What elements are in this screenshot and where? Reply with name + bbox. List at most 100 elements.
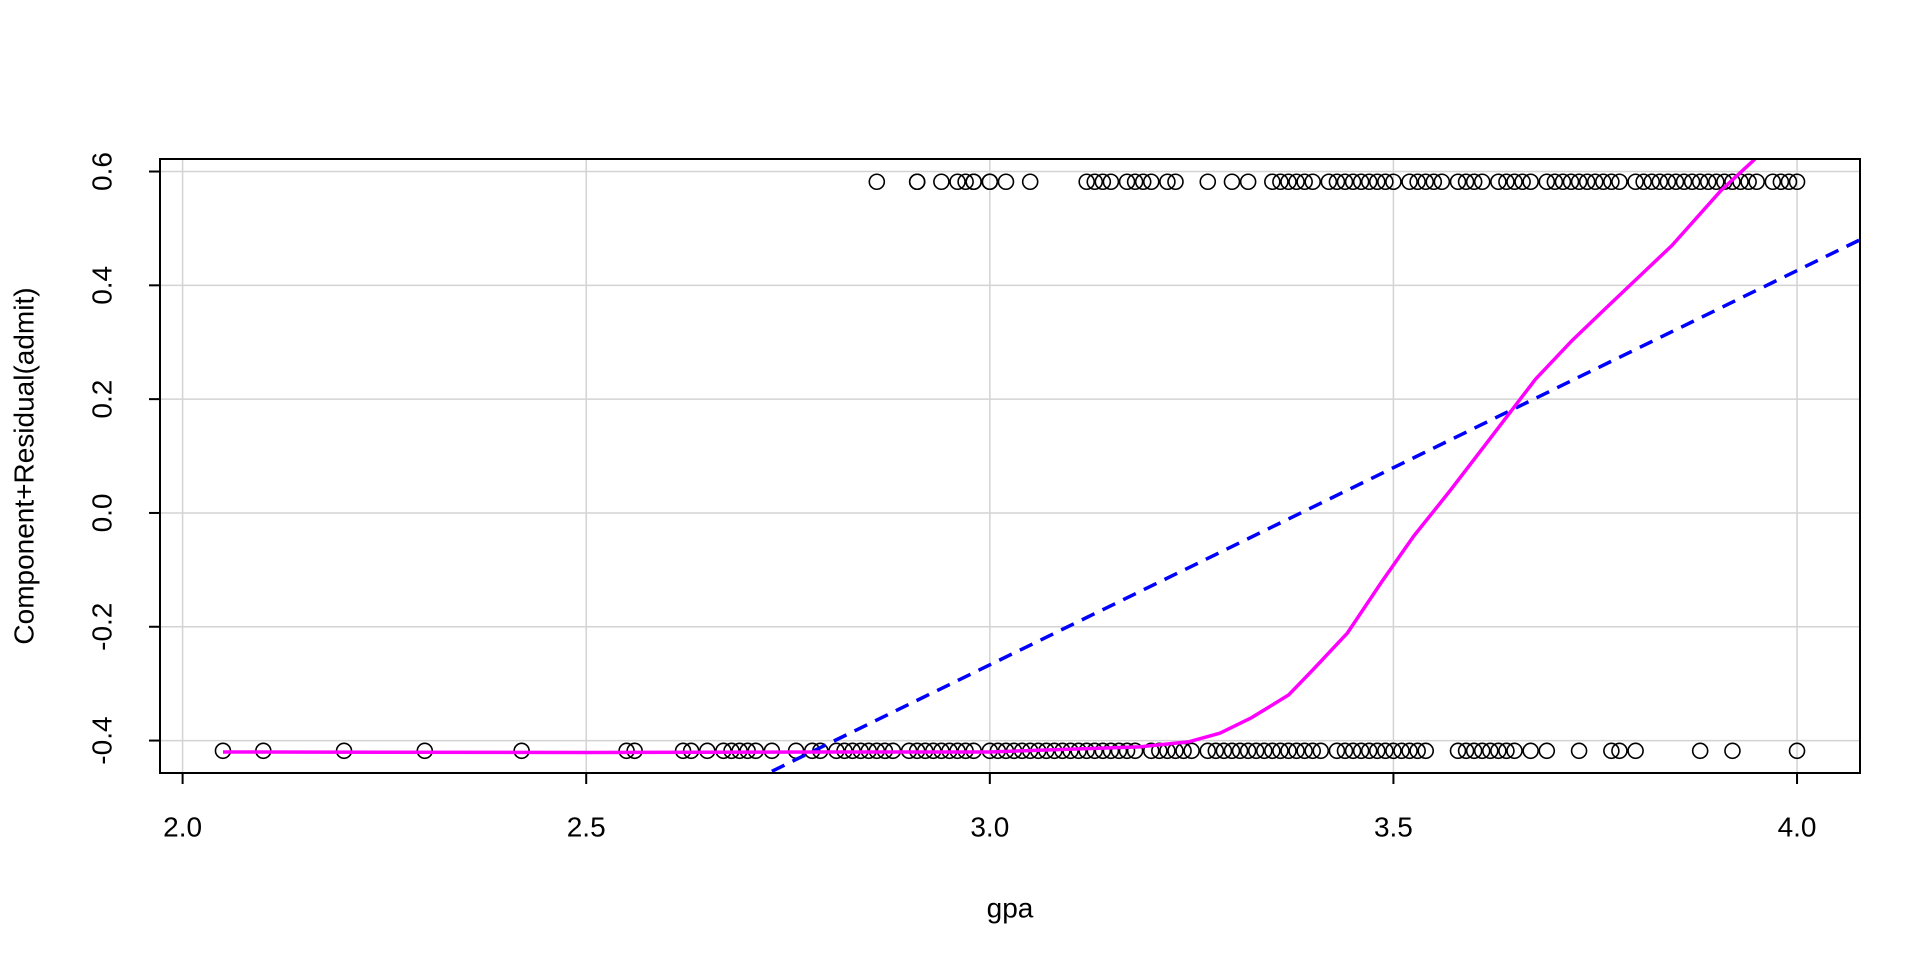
point [957,173,974,191]
point [1223,173,1241,191]
point [1627,742,1644,760]
x-tick-label: 4.0 [1778,811,1817,842]
point [1603,742,1620,760]
point [1094,742,1112,760]
point [1595,173,1612,191]
point [1683,173,1701,191]
point [1401,742,1418,760]
point [1772,173,1790,191]
axes: 2.0 2.5 3.0 3.5 4.0 -0.4 -0.2 0.0 0.2 0.4 0.6 [86,152,1816,842]
point [1465,173,1483,191]
point [1199,742,1217,760]
point [1562,173,1580,191]
point [949,173,966,191]
point [1538,742,1556,760]
point [1473,173,1491,191]
point [1780,173,1798,191]
point [997,173,1015,191]
point [1748,173,1765,191]
point [1231,742,1249,760]
point [1264,742,1281,760]
point [1788,742,1806,760]
y-tick-label: 0.0 [86,493,117,532]
point [1651,173,1669,191]
point [1635,173,1652,191]
point [1360,173,1378,191]
point [1078,173,1095,191]
point [1393,742,1410,760]
y-tick-label: 0.2 [86,380,117,419]
point [1215,742,1233,760]
point [1691,173,1709,191]
point [1304,173,1322,191]
point [1473,742,1491,760]
point [1239,742,1257,760]
point [1255,742,1273,760]
point [1360,742,1378,760]
point [1667,173,1685,191]
point [1304,742,1322,760]
point [1328,173,1346,191]
x-tick-label: 3.0 [970,811,1009,842]
point [1522,742,1539,760]
point [1546,173,1564,191]
plot-frame [159,158,1861,774]
point [1280,173,1297,191]
point [1659,173,1677,191]
point [1409,173,1426,191]
point [1724,173,1741,191]
point [1086,742,1104,760]
point [1126,742,1144,760]
point [1465,742,1483,760]
point [1611,173,1628,191]
point [1272,173,1289,191]
point [1554,173,1572,191]
x-axis-label: gpa [987,892,1034,923]
point [908,173,926,191]
point [1377,742,1394,760]
x-tick-label: 2.5 [567,811,606,842]
point [1288,173,1305,191]
point [1223,742,1241,760]
point [1490,173,1507,191]
point [1280,742,1297,760]
point [1570,742,1588,760]
point [1377,173,1394,191]
point [1740,173,1757,191]
point [1199,173,1217,191]
point [1401,173,1418,191]
x-tick-label: 2.0 [163,811,202,842]
point [1788,173,1806,191]
point [1344,173,1362,191]
point [1481,742,1499,760]
point [1239,173,1257,191]
point [1142,173,1160,191]
point [1385,742,1402,760]
point [981,173,999,191]
point [1167,173,1184,191]
point [1352,742,1370,760]
point [1336,742,1354,760]
point [1643,173,1661,191]
point [1288,742,1305,760]
point [1708,173,1725,191]
point [1344,742,1362,760]
point [1490,742,1507,760]
y-tick-label: -0.2 [86,603,117,651]
point [1691,742,1709,760]
point [1449,173,1467,191]
point [1433,173,1451,191]
point [1296,173,1313,191]
point [1159,173,1176,191]
point [1506,742,1523,760]
point [1094,173,1112,191]
line [771,238,1860,773]
point [1586,173,1604,191]
point [1264,173,1281,191]
point [1457,173,1475,191]
line [222,159,1757,755]
point [1385,173,1402,191]
point [1102,173,1120,191]
